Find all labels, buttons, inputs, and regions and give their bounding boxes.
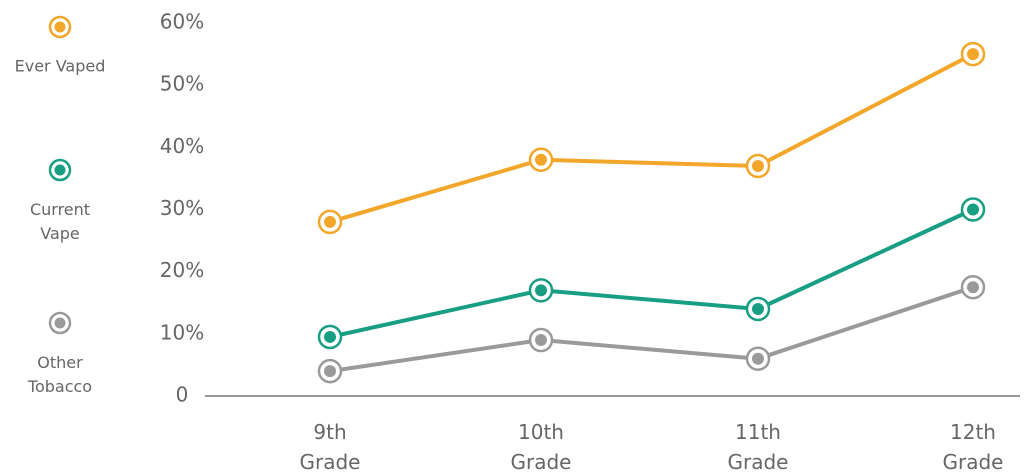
x-tick-label: 12th Grade <box>943 420 1004 474</box>
marker-dot <box>535 284 547 297</box>
marker-dot <box>967 281 979 294</box>
y-tick-label: 60% <box>160 10 204 34</box>
legend-label: Ever Vaped <box>15 57 106 76</box>
legend-label: Current Vape <box>30 200 90 243</box>
marker-dot <box>967 48 979 61</box>
marker-dot <box>324 215 336 228</box>
marker-dot <box>967 203 979 216</box>
x-tick-label: 11th Grade <box>728 420 789 474</box>
marker-dot <box>752 352 764 365</box>
marker-dot <box>752 159 764 172</box>
marker-dot <box>752 302 764 315</box>
y-tick-label: 10% <box>160 320 204 344</box>
x-tick-label: 10th Grade <box>511 420 572 474</box>
legend-dot <box>54 21 66 33</box>
line <box>329 285 974 374</box>
legend-label: Other Tobacco <box>27 353 92 396</box>
y-tick-label: 50% <box>160 72 204 96</box>
marker-dot <box>535 334 547 347</box>
line <box>329 52 974 224</box>
y-tick-label: 20% <box>160 258 204 282</box>
legend-dot <box>54 164 66 176</box>
y-tick-label: 40% <box>160 134 204 158</box>
legend-dot <box>54 317 66 329</box>
line <box>329 207 974 339</box>
y-tick-label: 0 <box>176 383 189 407</box>
marker-dot <box>535 153 547 166</box>
marker-dot <box>324 330 336 343</box>
marker-dot <box>324 365 336 378</box>
y-tick-label: 30% <box>160 196 204 220</box>
x-tick-label: 9th Grade <box>300 420 361 474</box>
